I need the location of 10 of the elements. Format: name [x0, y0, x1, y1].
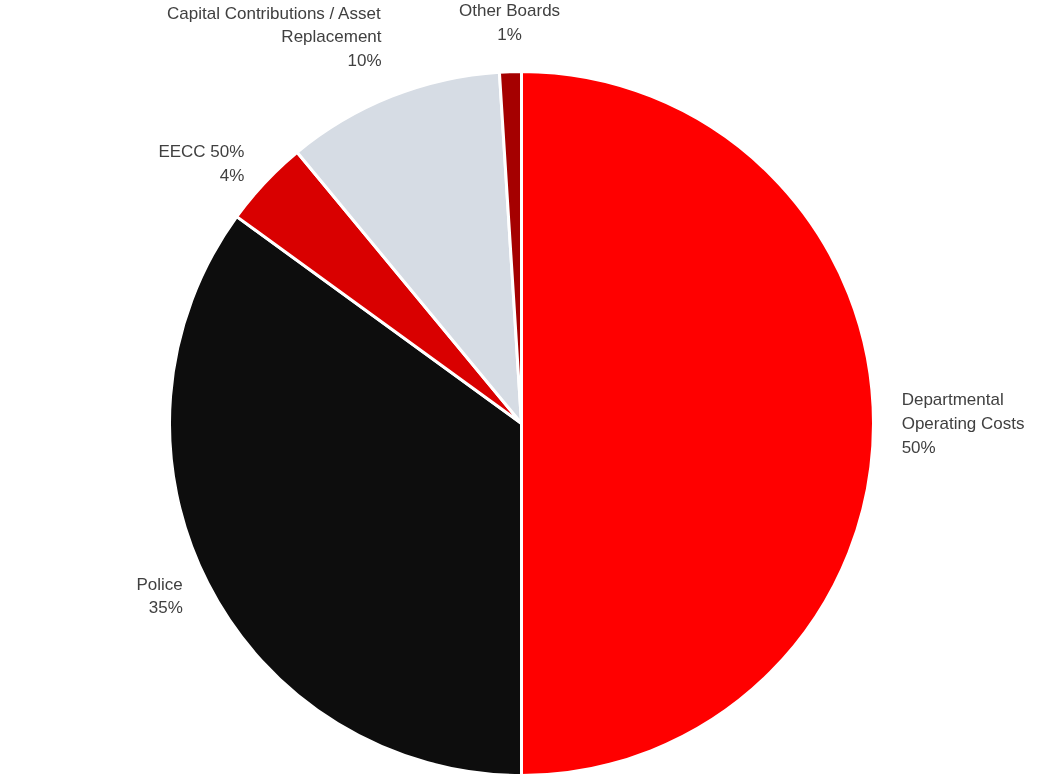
slice-label: Police [136, 574, 183, 594]
data-label: 10% [347, 51, 382, 71]
slice-label: Departmental Operating Costs [901, 390, 1025, 433]
data-label: 4% [219, 165, 245, 185]
slice-label: Other Boards [459, 0, 561, 20]
data-label: 1% [497, 24, 522, 44]
slice-label: EECC 50% [158, 141, 245, 161]
slice-label: Capital Contributions / Asset Replacement [167, 3, 382, 47]
data-label: 50% [901, 437, 936, 457]
data-label: 35% [148, 598, 183, 618]
